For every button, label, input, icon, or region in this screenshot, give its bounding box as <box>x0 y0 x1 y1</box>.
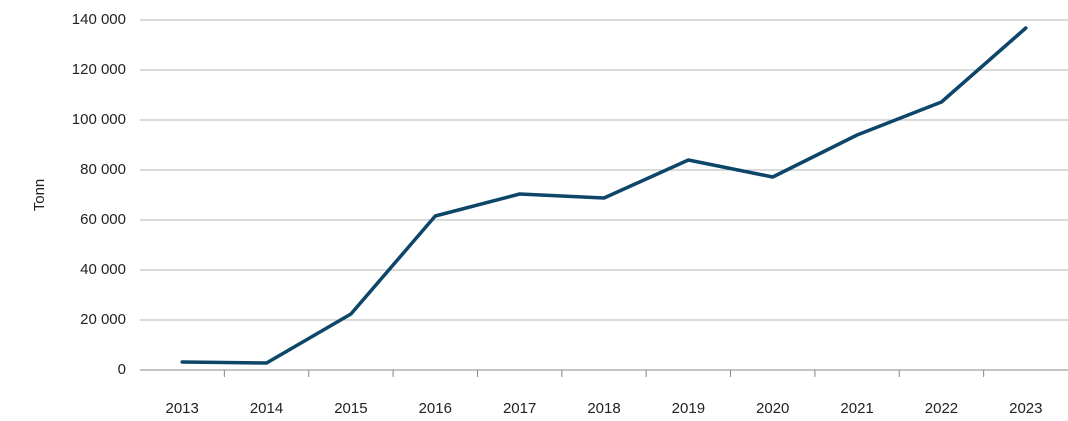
x-tick-label: 2014 <box>250 400 283 417</box>
y-tick-label: 100 000 <box>72 111 126 128</box>
y-tick-label: 140 000 <box>72 11 126 28</box>
x-tick-label: 2022 <box>925 400 958 417</box>
y-tick-label: 60 000 <box>80 211 126 228</box>
x-tick-label: 2021 <box>840 400 873 417</box>
y-tick-label: 40 000 <box>80 261 126 278</box>
x-tick-label: 2018 <box>587 400 620 417</box>
x-tick-label: 2015 <box>334 400 367 417</box>
x-tick-label: 2017 <box>503 400 536 417</box>
y-tick-label: 20 000 <box>80 311 126 328</box>
x-tick-label: 2019 <box>672 400 705 417</box>
line-series <box>180 26 1028 365</box>
y-tick-label: 120 000 <box>72 61 126 78</box>
y-axis-label: Tonn <box>31 179 48 212</box>
y-tick-label: 0 <box>118 361 126 378</box>
x-tick-label: 2023 <box>1009 400 1042 417</box>
x-tick-label: 2016 <box>419 400 452 417</box>
y-tick-label: 80 000 <box>80 161 126 178</box>
x-tick-label: 2013 <box>165 400 198 417</box>
x-tick-label: 2020 <box>756 400 789 417</box>
